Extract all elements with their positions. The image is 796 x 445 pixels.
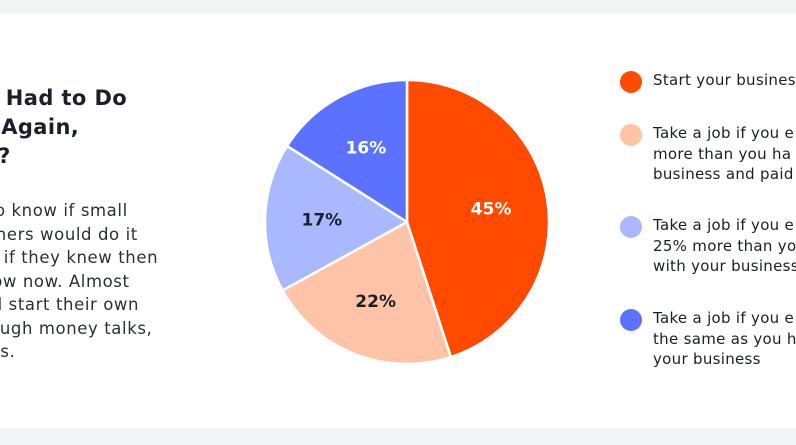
description-line: ain if they knew then (0, 248, 159, 267)
pie-data-label: 17% (301, 210, 342, 230)
legend-label-line: Start your business (653, 71, 796, 89)
legend-label-line: the same as you h (653, 329, 796, 348)
legend-label-line: with your business (653, 257, 796, 275)
chart-heading-line: hey? (0, 142, 127, 171)
legend-label-line: Take a job if you e (653, 309, 795, 327)
description-line: still start their own (0, 295, 140, 314)
pie-chart: 45% 22% 17% 16% (263, 78, 551, 366)
legend-label: Take a job if you e more than you ha bus… (653, 123, 794, 185)
legend-label-line: Take a job if you e (653, 216, 795, 234)
chart-heading-line: ver Again, (0, 115, 80, 139)
legend-swatch (620, 71, 642, 93)
chart-description: d to know if small owners would do it ai… (0, 199, 158, 364)
description-line: know now. Almost (0, 271, 130, 291)
chart-heading: hey Had to Do ver Again, hey? (0, 84, 127, 171)
chart-heading-line: hey Had to Do (0, 86, 128, 110)
pie-data-label: 16% (346, 138, 387, 158)
legend-label-line: Take a job if you e (653, 124, 795, 142)
pie-data-label: 45% (471, 200, 512, 220)
pie-slice-job-25-more (263, 144, 409, 292)
legend-swatch (620, 309, 642, 331)
pie-data-label: 22% (355, 292, 396, 312)
legend-swatch (620, 124, 642, 146)
legend-swatch (620, 216, 642, 238)
legend-label-line: more than you ha (653, 144, 792, 163)
legend-label: Take a job if you e 25% more than yo wit… (653, 215, 796, 277)
pie-slice-start-business (405, 78, 551, 359)
legend-label-line: your business (653, 350, 761, 368)
legend-label-line: business and paid (653, 165, 794, 183)
description-line: though money talks, (0, 318, 153, 338)
pie-slice-job-same-pay (285, 78, 409, 224)
legend-label: Take a job if you e the same as you h yo… (653, 308, 796, 370)
description-line: efits. (0, 342, 16, 361)
description-line: d to know if small (0, 201, 128, 220)
description-line: owners would do it (0, 224, 138, 244)
legend-label: Start your business (653, 70, 796, 91)
pie-slice-job-more-pay (281, 220, 453, 366)
legend-label-line: 25% more than yo (653, 236, 796, 255)
